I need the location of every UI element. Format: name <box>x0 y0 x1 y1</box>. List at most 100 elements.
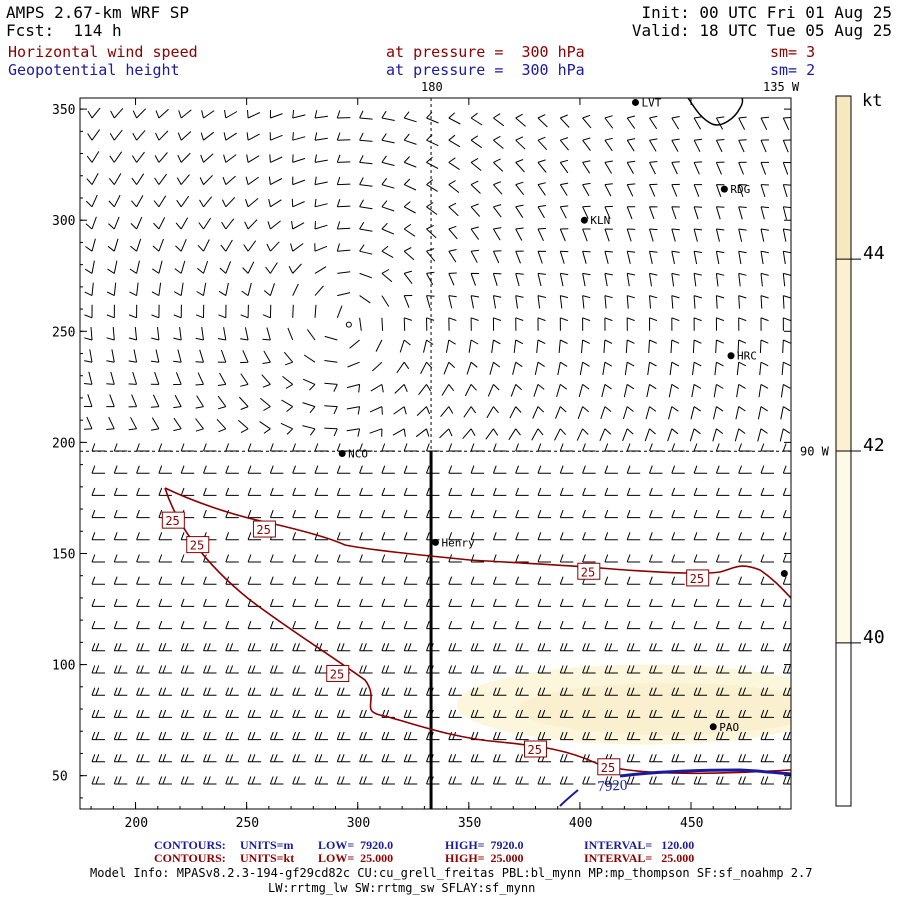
wind-barb <box>582 250 591 264</box>
wind-barb <box>130 216 143 230</box>
wind-barb <box>604 250 613 264</box>
wind-barb <box>559 465 574 474</box>
colorbar: 44 42 40 kt <box>835 91 885 807</box>
wind-barb <box>113 687 128 696</box>
plot-border <box>79 97 792 810</box>
wind-barb <box>582 465 596 474</box>
wind-barb <box>108 194 121 208</box>
wind-barb <box>515 709 529 718</box>
wind-barb <box>201 110 215 119</box>
wind-barb <box>582 709 596 718</box>
wind-barb <box>760 295 769 309</box>
wind-barb <box>470 203 481 217</box>
wind-barb <box>128 349 138 363</box>
wind-barb <box>715 620 730 630</box>
wind-barb <box>582 295 591 309</box>
wind-barb <box>604 205 613 219</box>
wind-barb <box>403 776 418 785</box>
wind-barb <box>292 304 294 318</box>
wind-barb <box>199 174 213 185</box>
wind-barb <box>626 554 641 563</box>
wind-barb <box>359 487 373 496</box>
wind-barb <box>515 509 529 519</box>
field-2-level: at pressure = 300 hPa <box>386 61 585 79</box>
wind-barb <box>247 731 262 741</box>
wind-barb <box>515 731 529 741</box>
wind-barb <box>602 361 613 376</box>
wind-barb <box>282 376 294 389</box>
wind-barb <box>537 182 546 196</box>
wind-barb <box>220 239 233 252</box>
wind-barb <box>738 250 747 265</box>
wind-barb <box>715 317 725 331</box>
wind-barb <box>240 350 249 364</box>
wind-barb <box>403 223 416 237</box>
wind-barb <box>782 532 791 541</box>
wind-barb <box>736 361 747 376</box>
wind-barb <box>268 176 283 186</box>
wind-barb <box>738 161 747 175</box>
wind-barb <box>426 271 435 286</box>
wind-barb <box>396 361 410 374</box>
wind-barb <box>381 598 395 607</box>
wind-barb <box>715 554 730 563</box>
wind-barb <box>470 272 480 286</box>
wind-barb <box>715 598 730 607</box>
wind-barb <box>782 576 791 585</box>
wind-barb <box>671 598 685 607</box>
wind-barb <box>86 151 100 163</box>
wind-barb <box>203 443 217 452</box>
wind-barb <box>260 397 271 411</box>
wind-barb <box>336 509 351 519</box>
wind-barb <box>470 643 485 652</box>
contour-label-box <box>186 536 210 554</box>
wind-barb <box>492 643 507 652</box>
wind-barb <box>324 382 338 392</box>
wind-barb <box>463 406 477 418</box>
wind-barb <box>247 643 262 652</box>
wind-barb <box>693 509 708 519</box>
wind-barb <box>599 428 612 441</box>
wind-barb <box>306 329 316 341</box>
wind-barb <box>91 598 105 607</box>
wind-barb <box>314 443 328 452</box>
wind-barb <box>489 361 501 375</box>
wind-barb <box>738 317 747 331</box>
wind-barb <box>577 406 590 419</box>
wind-barb <box>559 754 574 763</box>
wind-barb <box>448 465 462 474</box>
wind-barb <box>537 731 551 741</box>
wind-barb <box>359 554 373 563</box>
wind-barb <box>292 731 306 741</box>
wind-barb <box>359 465 373 474</box>
wind-barb <box>646 383 657 398</box>
wind-barb <box>91 687 105 696</box>
wind-barb <box>359 754 373 763</box>
station-marker <box>432 538 439 546</box>
wind-barb <box>113 465 128 474</box>
wind-barb <box>445 339 456 353</box>
wind-barb <box>448 202 459 217</box>
wind-barb <box>492 620 507 630</box>
wind-barb <box>601 383 612 398</box>
wind-barb <box>269 465 284 474</box>
wind-barb <box>470 180 481 194</box>
wind-barb <box>537 620 551 630</box>
wind-barb <box>649 115 658 130</box>
wind-barb <box>180 776 195 785</box>
wind-barb <box>303 354 316 363</box>
wind-barb <box>420 361 433 375</box>
wind-barb <box>426 776 440 785</box>
station-label: Henry <box>442 536 475 549</box>
wind-barb <box>604 709 618 718</box>
wind-barb <box>292 665 306 674</box>
wind-barb <box>582 443 596 452</box>
wind-barb <box>493 204 502 218</box>
wind-barb <box>91 465 105 474</box>
wind-barb <box>782 228 791 242</box>
wind-barb <box>195 349 204 363</box>
wind-barb <box>448 225 458 240</box>
wind-barb <box>492 665 507 674</box>
wind-barb <box>158 598 172 607</box>
wind-barb <box>782 509 791 519</box>
